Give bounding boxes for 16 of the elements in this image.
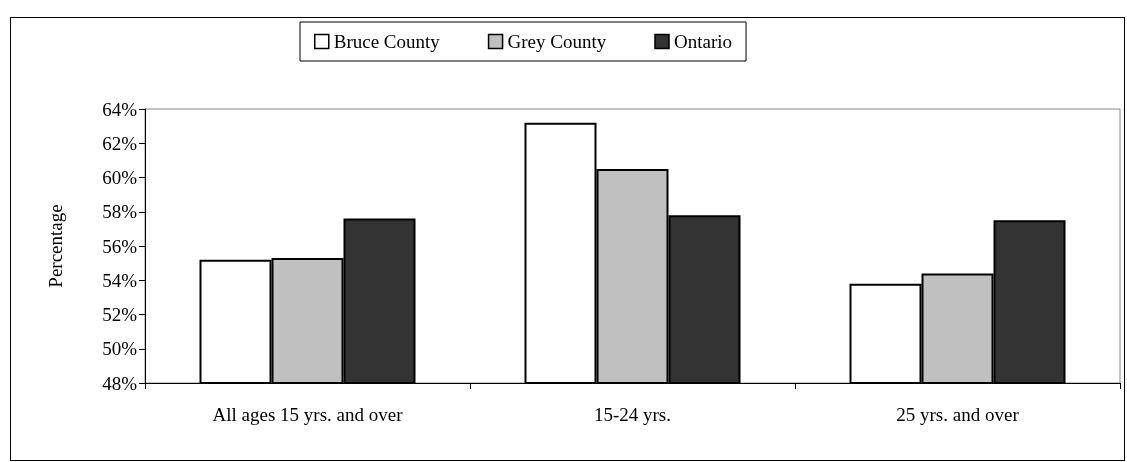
y-tick-label: 62% (102, 132, 138, 154)
x-tick-label: 15-24 yrs. (593, 404, 672, 425)
x-tick-label: All ages 15 yrs. and over (212, 404, 404, 425)
legend-label: Ontario (674, 31, 733, 52)
y-axis-title: Percentage (45, 204, 66, 288)
y-tick-label: 60% (102, 167, 138, 188)
y-tick-label: 56% (102, 235, 138, 257)
x-tick-label: 25 yrs. and over (896, 404, 1020, 425)
y-tick-label: 52% (102, 304, 138, 325)
y-tick-label: 48% (102, 372, 138, 394)
legend-label: Grey County (507, 31, 607, 52)
y-tick-label: 64% (102, 98, 138, 120)
y-tick-label: 58% (102, 201, 138, 223)
y-tick-label: 50% (102, 338, 138, 360)
y-tick-label: 54% (102, 269, 138, 291)
legend-label: Bruce County (333, 31, 441, 52)
